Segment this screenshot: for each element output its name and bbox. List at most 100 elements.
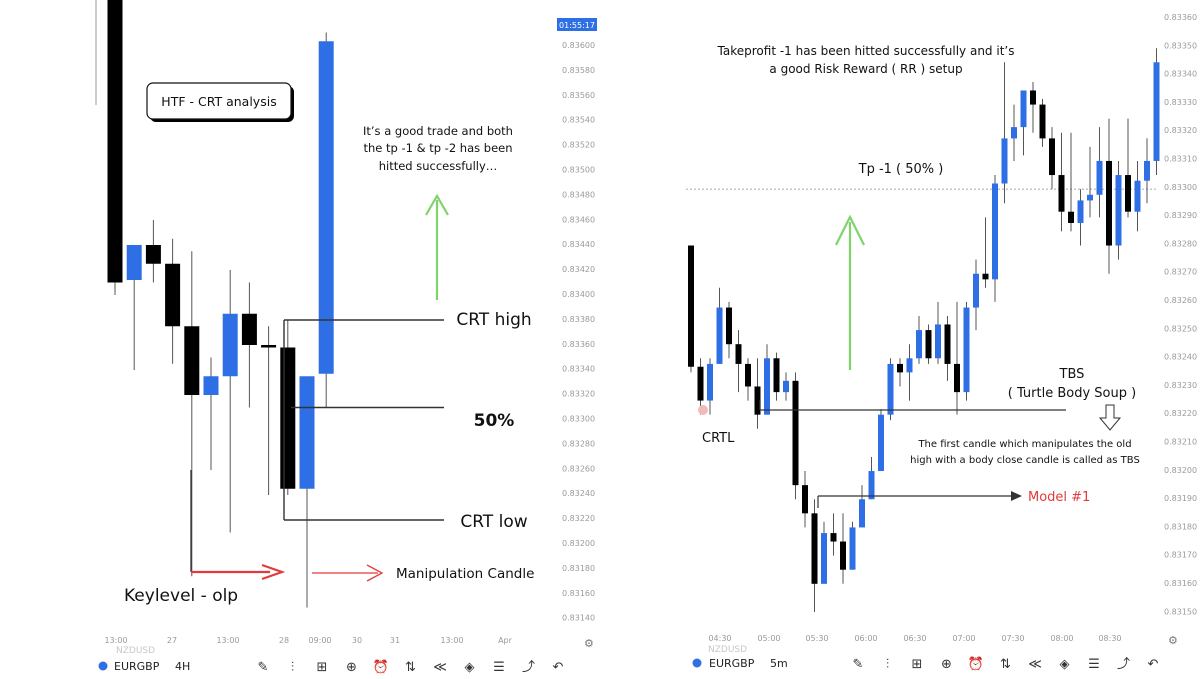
time-tick-label: 27: [167, 636, 177, 645]
tbs-subtitle: ( Turtle Body Soup ): [1008, 386, 1136, 401]
symbol-selector[interactable]: EURGBP: [114, 660, 160, 673]
price-tick-label: 0.83200: [562, 539, 595, 548]
bear-candle-body: [184, 326, 200, 395]
price-tick-label: 0.83540: [562, 116, 595, 125]
time-tick-label: 08:00: [1050, 634, 1073, 643]
bull-candle-body: [849, 527, 856, 570]
bull-candle-body: [126, 245, 142, 280]
price-tick-label: 0.83360: [1164, 13, 1197, 22]
left-watermark: NZDUSD: [116, 646, 155, 656]
fifty-percent-label: 50%: [474, 411, 515, 431]
price-tick-label: 0.83320: [562, 390, 595, 399]
bull-candle-body: [1134, 180, 1141, 212]
bear-candle-body: [107, 0, 123, 283]
price-tick-label: 0.83170: [1164, 551, 1197, 560]
right-green-arrow-head: [835, 214, 865, 246]
price-tick-label: 0.83560: [562, 91, 595, 100]
right-price-axis: 0.83360 0.83350 0.83340 0.83330 0.83320 0.833…: [1164, 13, 1197, 616]
price-tick-label: 0.83140: [562, 614, 595, 623]
rewind-icon[interactable]: ≪: [1028, 657, 1042, 672]
bull-candle-body: [906, 358, 913, 373]
title-box: [146, 82, 292, 120]
bull-candle-body: [1011, 127, 1017, 139]
price-tick-label: 0.83420: [562, 265, 595, 274]
alert-icon[interactable]: ⏰: [373, 658, 389, 675]
price-tick-label: 0.83300: [562, 415, 595, 424]
timeframe-selector[interactable]: 5m: [770, 657, 788, 670]
right-watermark: NZDUSD: [708, 645, 747, 655]
left-note-line-2: the tp -1 & tp -2 has been: [363, 141, 512, 155]
bear-candle-body: [925, 330, 932, 359]
bull-candle-body: [707, 363, 713, 401]
crtl-marker: [698, 405, 708, 415]
time-tick-label: Apr: [498, 636, 513, 645]
right-candles: [688, 48, 1160, 612]
symbol-selector[interactable]: EURGBP: [709, 657, 755, 670]
time-tick-label: 04:30: [708, 634, 731, 643]
bear-candle-body: [830, 533, 837, 542]
bear-candle-body: [1068, 211, 1074, 223]
left-note-line-1: It’s a good trade and both: [363, 124, 513, 138]
draw-pen-icon[interactable]: ✎: [853, 657, 864, 672]
price-tick-label: 0.83480: [562, 190, 595, 199]
left-chart-panel: 0.83600 0.83580 0.83560 0.83540 0.83520 0.835…: [0, 0, 600, 675]
trend-icon[interactable]: ⤴: [1117, 657, 1130, 672]
tp-note-line-2: a good Risk Reward ( RR ) setup: [769, 62, 962, 76]
bull-candle-body: [222, 313, 238, 377]
replay-icon[interactable]: ⇅: [1000, 657, 1011, 672]
undo-icon[interactable]: ↶: [553, 660, 564, 675]
draw-pen-icon[interactable]: ✎: [258, 660, 269, 675]
layers-icon[interactable]: ◈: [1060, 657, 1070, 672]
settings-icon[interactable]: ☰: [493, 660, 505, 675]
right-toolbar: EURGBP 5m ✎ ⫶ ⊞ ⊕ ⏰ ⇅ ≪ ◈ ☰ ⤴ ↶ ⚙: [692, 634, 1178, 672]
bear-candle-body: [1106, 160, 1112, 246]
settings-icon[interactable]: ☰: [1088, 657, 1100, 672]
price-tick-label: 0.83290: [1164, 211, 1197, 220]
bear-candle-body: [840, 541, 846, 570]
bear-candle-body: [745, 363, 751, 387]
left-candles: [107, 0, 334, 608]
indicators-icon[interactable]: ⫶: [886, 657, 889, 672]
left-chart-svg: 0.83600 0.83580 0.83560 0.83540 0.83520 0.835…: [95, 0, 597, 675]
indicators-icon[interactable]: ⫶: [291, 660, 294, 675]
time-tick-label: 06:30: [903, 634, 926, 643]
alert-icon[interactable]: ⏰: [968, 655, 984, 672]
add-icon[interactable]: ⊕: [346, 660, 357, 675]
bear-candle-body: [165, 263, 181, 327]
rewind-icon[interactable]: ≪: [433, 660, 447, 675]
replay-icon[interactable]: ⇅: [405, 660, 416, 675]
price-tick-label: 0.83380: [562, 315, 595, 324]
bull-candle-body: [916, 330, 922, 359]
tbs-label: TBS: [1059, 367, 1085, 382]
price-tick-label: 0.83330: [1164, 98, 1197, 107]
layers-icon[interactable]: ◈: [465, 660, 475, 675]
price-tick-label: 0.83340: [1164, 70, 1197, 79]
timeframe-selector[interactable]: 4H: [175, 660, 190, 673]
left-time-axis: 13:00 27 13:00 28 09:00 30 31 13:00 Apr: [104, 636, 512, 645]
price-tick-label: 0.83270: [1164, 268, 1197, 277]
bull-candle-body: [783, 380, 789, 393]
chart-settings-gear-icon[interactable]: ⚙: [584, 637, 594, 650]
price-tick-label: 0.83190: [1164, 494, 1197, 503]
price-tick-label: 0.83600: [562, 41, 595, 50]
left-green-arrow-head: [425, 193, 449, 216]
bear-candle-body: [944, 324, 951, 364]
trend-icon[interactable]: ⤴: [522, 660, 535, 675]
bull-candle-body: [859, 499, 865, 528]
layouts-icon[interactable]: ⊞: [912, 657, 923, 672]
left-toolbar: EURGBP 4H ✎ ⫶ ⊞ ⊕ ⏰ ⇅ ≪ ◈ ☰ ⤴ ↶ ⚙: [98, 637, 594, 675]
left-price-axis: 0.83600 0.83580 0.83560 0.83540 0.83520 0.835…: [562, 41, 595, 623]
clock-text: 01:55:17: [559, 21, 595, 30]
clock-badge: [557, 18, 597, 31]
undo-icon[interactable]: ↶: [1148, 657, 1159, 672]
layouts-icon[interactable]: ⊞: [317, 660, 328, 675]
bull-candle-body: [1153, 62, 1160, 161]
bull-candle-body: [716, 307, 723, 364]
chart-settings-gear-icon[interactable]: ⚙: [1168, 634, 1178, 647]
price-tick-label: 0.83440: [562, 240, 595, 249]
add-icon[interactable]: ⊕: [941, 657, 952, 672]
time-tick-label: 07:30: [1001, 634, 1024, 643]
bull-candle-body: [963, 307, 970, 393]
price-tick-label: 0.83230: [1164, 381, 1197, 390]
right-chart-svg: 0.83360 0.83350 0.83340 0.83330 0.83320 0.833…: [686, 13, 1197, 672]
